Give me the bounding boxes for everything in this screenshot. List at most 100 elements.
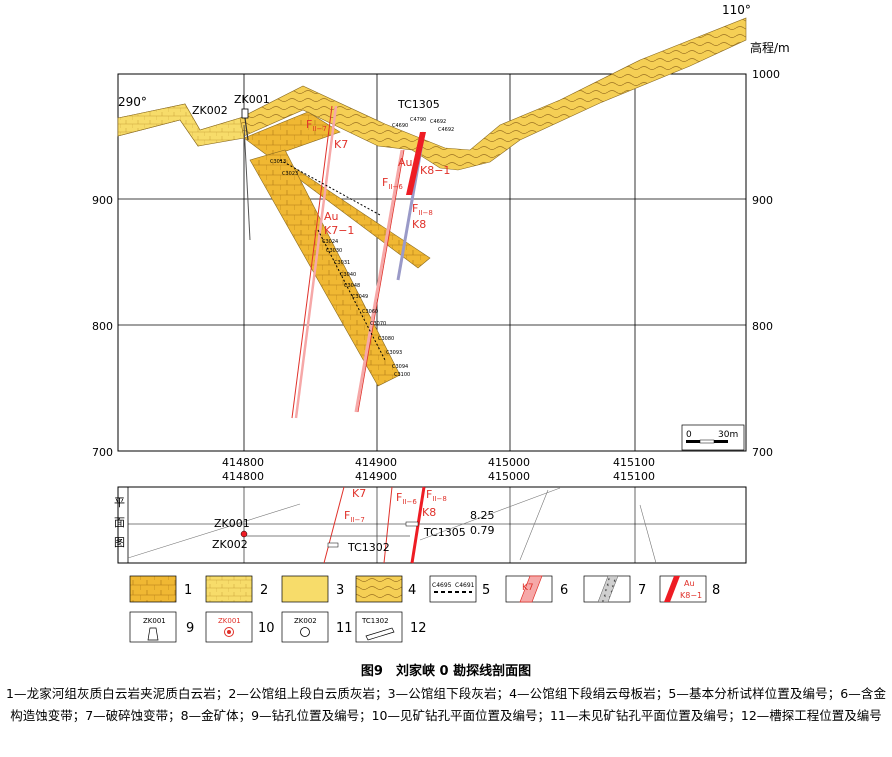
elev-label-800-right: 800: [752, 320, 773, 333]
sample-label: C3024: [322, 239, 338, 245]
plan-title-char: 图: [114, 536, 125, 549]
azimuth-left-label: 290°: [118, 95, 147, 109]
drillhole-label-zk002: ZK002: [192, 104, 228, 117]
sample-label: C3048: [344, 283, 360, 289]
plan-grade-b: 0.79: [470, 524, 495, 537]
fault-label-FII-7: FII−7: [306, 118, 327, 133]
sample-label: C3031: [334, 260, 350, 266]
legend-number: 3: [336, 583, 344, 598]
sample-label: C3080: [378, 336, 394, 342]
fault-label-FII-6: FII−6: [382, 176, 403, 191]
plan-label-FII-7: FII−7: [344, 509, 365, 524]
ore-host-limb-diagonal: [249, 149, 401, 387]
sample-ticks: [279, 159, 386, 361]
drill-collar-zk001: [241, 108, 249, 119]
legend: 1 2 3 4 C4695 C4691 5 K7 6 7 Au K8−1 8 Z…: [129, 575, 720, 643]
drill-trace-zk002: [243, 124, 251, 241]
elev-label-900-left: 900: [92, 194, 113, 207]
ore-body-k8-1: [406, 132, 426, 195]
legend-swatch-5: [429, 575, 477, 603]
legend-swatch-11: [281, 611, 329, 643]
elev-label-900-right: 900: [752, 194, 773, 207]
legend-number: 2: [260, 583, 268, 598]
sample-label: C3023: [282, 171, 298, 177]
plan-label-k8: K8: [422, 506, 436, 519]
legend-k8-1: K8−1: [680, 591, 702, 600]
legend-number: 4: [408, 583, 416, 598]
x-label-bottom-415100: 415100: [613, 470, 655, 483]
sample-label: C4692: [438, 127, 454, 133]
legend-number: 10: [258, 621, 275, 636]
plan-label-tc1302: TC1302: [347, 541, 390, 554]
sample-label: C3070: [370, 321, 386, 327]
x-label-bottom-414900: 414900: [355, 470, 397, 483]
drill-trace-zk001: [244, 117, 249, 141]
sample-label: C4790: [410, 117, 426, 123]
legend-swatch-1: [129, 575, 177, 603]
plan-label-FII-6: FII−6: [396, 491, 417, 506]
sample-label: C3049: [352, 294, 368, 300]
elevation-axis-title: 高程/m: [750, 40, 790, 55]
vein-label-k7: K7: [334, 138, 348, 151]
sample-label: C3013: [270, 159, 286, 165]
vein-label-au-k8: Au: [398, 156, 413, 169]
vein-label-k8-1: K8−1: [420, 164, 450, 177]
elev-label-700-right: 700: [752, 446, 773, 459]
plan-title-char: 平: [114, 496, 125, 509]
plan-grade-a: 8.25: [470, 509, 495, 522]
legend-swatch-4: [355, 575, 403, 603]
x-label-top-415000: 415000: [488, 456, 530, 469]
legend-tc1302: TC1302: [361, 617, 389, 625]
sample-label: C3030: [326, 248, 342, 254]
plan-label-k7: K7: [352, 487, 366, 500]
sample-label: C3100: [394, 372, 410, 378]
figure-title: 图9 刘家峡 0 勘探线剖面图: [360, 664, 532, 679]
upper-band: [117, 103, 245, 147]
azimuth-right-label: 110°: [722, 3, 751, 17]
vein-label-k8: K8: [412, 218, 426, 231]
sample-label: C4692: [430, 119, 446, 125]
legend-swatch-3: [281, 575, 329, 603]
sample-label: C3093: [386, 350, 402, 356]
figure-canvas: 290° 110° 高程/m 1000 900 800 700 900 8 00 …: [92, 3, 790, 643]
fault-FII-6: [354, 149, 405, 413]
legend-sample-b: C4691: [455, 582, 475, 589]
legend-zk001-a: ZK001: [143, 617, 166, 625]
elev-label-700-left: 700: [92, 446, 113, 459]
legend-k7: K7: [522, 583, 534, 593]
trench-label-tc1305: TC1305: [397, 98, 440, 111]
plan-label-zk001: ZK001: [214, 517, 250, 530]
scale-bar-end: 30m: [718, 430, 738, 440]
plan-label-zk002: ZK002: [212, 538, 248, 551]
vein-label-k7-1: K7−1: [324, 224, 354, 237]
x-label-top-415100: 415100: [613, 456, 655, 469]
sample-label: C3060: [362, 309, 378, 315]
scale-bar-start: 0: [686, 430, 692, 440]
x-label-bottom-414800: 414800: [222, 470, 264, 483]
legend-zk001-b: ZK001: [218, 617, 241, 625]
fault-FII-7: [291, 105, 338, 419]
plan-view: 平 面 图 K7 K8 FII−7 FII−6 FII−8 ZK001 ZK00…: [114, 486, 747, 564]
legend-zk002: ZK002: [294, 617, 317, 625]
plan-label-FII-8: FII−8: [426, 488, 447, 503]
legend-number: 12: [410, 621, 427, 636]
legend-number: 9: [186, 621, 194, 636]
figure-legend-notes: 1—龙家河组灰质白云岩夹泥质白云岩；2—公馆组上段白云质灰岩；3—公馆组下段灰岩…: [6, 686, 886, 723]
legend-swatch-12: [355, 611, 403, 643]
scale-bar: 0 30m: [681, 424, 745, 451]
elev-label-1000: 1000: [752, 68, 780, 81]
legend-number: 5: [482, 583, 490, 598]
drillhole-label-zk001: ZK001: [234, 93, 270, 106]
legend-au: Au: [684, 579, 695, 588]
vein-label-au-k7: Au: [324, 210, 339, 223]
legend-sample-a: C4695: [432, 582, 452, 589]
legend-number: 8: [712, 583, 720, 598]
legend-swatch-2: [205, 575, 253, 603]
sample-label: C3094: [392, 364, 408, 370]
legend-number: 11: [336, 621, 353, 636]
elev-label-800-left: 800: [92, 320, 113, 333]
legend-number: 6: [560, 583, 568, 598]
sample-label: C3040: [340, 272, 356, 278]
x-label-top-414900: 414900: [355, 456, 397, 469]
surface-slate-layer: [117, 17, 747, 171]
